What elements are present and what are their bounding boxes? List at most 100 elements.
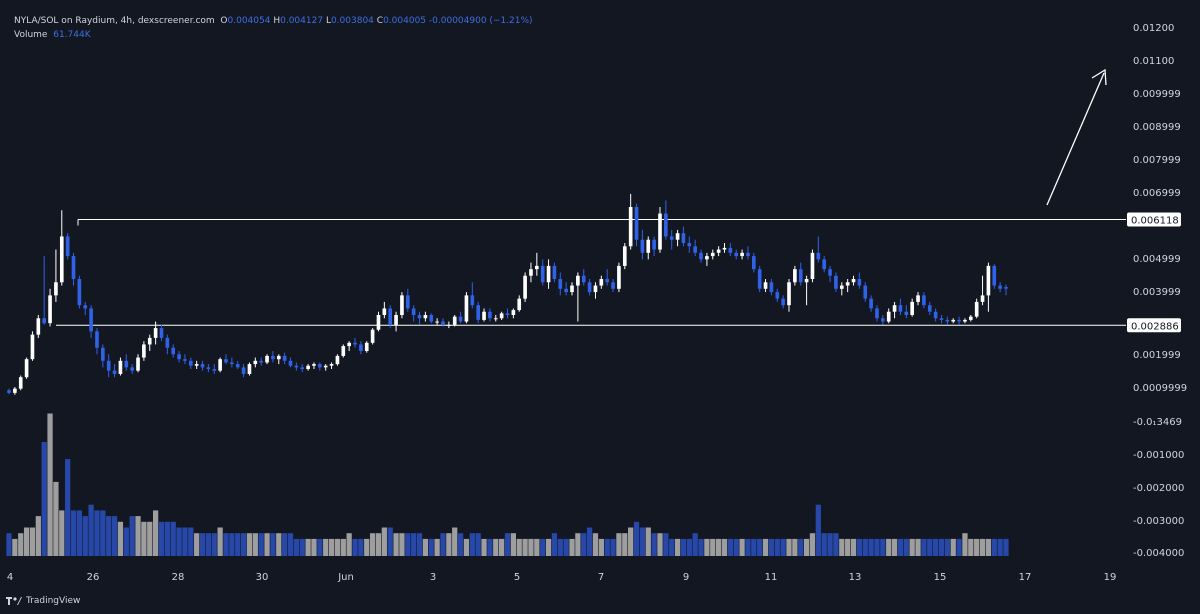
volume-bar [47, 413, 53, 556]
volume-bar [258, 533, 264, 556]
candle [200, 360, 205, 371]
candle [206, 364, 211, 373]
volume-bar [364, 538, 370, 556]
volume-bar [94, 510, 100, 556]
candle [898, 298, 903, 315]
candle [1004, 284, 1008, 296]
candle [452, 315, 457, 327]
volume-bar [944, 538, 950, 556]
volume-bar [774, 538, 780, 556]
volume-bar [12, 538, 18, 556]
volume-bar [639, 527, 646, 556]
x-tick-label: 7 [598, 572, 604, 583]
candle [740, 249, 744, 260]
candle [476, 301, 480, 324]
volume-bar [803, 538, 810, 556]
x-tick-label: 30 [256, 572, 269, 583]
candle [658, 207, 662, 253]
candle [382, 301, 387, 319]
candle [288, 357, 293, 368]
candle [746, 246, 750, 260]
volume-bar [311, 538, 317, 556]
volume-bar [698, 538, 704, 556]
volume-bar [622, 533, 628, 556]
volume-bar [915, 538, 921, 556]
volume-bar [833, 533, 839, 556]
candle [664, 200, 668, 240]
candle [922, 292, 926, 309]
candle [793, 265, 797, 286]
candle [394, 311, 398, 332]
volume-bar [792, 538, 798, 556]
y-tick-label: 0.008999 [1133, 122, 1181, 133]
volume-bar [657, 533, 663, 556]
candle [863, 282, 868, 302]
volume-bar [815, 504, 821, 556]
candle [839, 282, 844, 296]
volume-bar [563, 538, 569, 556]
volume-bar [305, 538, 311, 556]
volume-bar [264, 533, 270, 556]
candle [828, 265, 832, 283]
volume-bar [903, 538, 909, 556]
x-tick-label: 11 [765, 572, 778, 583]
candle [939, 315, 944, 324]
candle [411, 305, 416, 322]
x-tick-label: Jun [337, 572, 354, 583]
volume-bar [164, 521, 170, 556]
x-axis: 4 26 28 30 Jun 3 5 7 9 11 13 15 17 19 [7, 572, 1117, 583]
candle [83, 301, 88, 315]
y-tick-label: 0.009999 [1133, 89, 1181, 100]
candle [488, 308, 492, 322]
candle [241, 364, 246, 378]
volume-bar [751, 538, 757, 556]
volume-bar [475, 533, 481, 556]
candle [101, 344, 105, 368]
candle [112, 364, 117, 378]
volume-bar [434, 538, 440, 556]
volume-bar [422, 538, 429, 556]
volume-bar [41, 442, 47, 556]
arrow-head-icon [1091, 68, 1107, 86]
candle [42, 256, 47, 325]
volume-bar [59, 510, 65, 556]
candle [48, 288, 52, 327]
volume-bar [29, 527, 36, 556]
candle [482, 308, 486, 322]
candle [540, 259, 545, 286]
legend-volume-row: Volume 61.744K [14, 28, 533, 42]
volume-bar [246, 533, 253, 556]
volume-bar [35, 516, 41, 556]
volume-bar [856, 538, 863, 556]
volume-bar [123, 527, 129, 556]
candle [493, 315, 498, 322]
candle [388, 305, 393, 329]
volume-bar [821, 533, 827, 556]
candle [417, 311, 422, 325]
candle [218, 357, 222, 373]
volume-bar [88, 504, 94, 556]
volume-bar [534, 538, 540, 556]
volume-bar [715, 538, 722, 556]
volume-bar [686, 538, 692, 556]
candle [306, 364, 310, 371]
candle [581, 269, 586, 286]
candle [810, 249, 815, 283]
candle [341, 344, 346, 358]
candle [505, 308, 510, 319]
x-tick-label: 26 [87, 572, 100, 583]
volume-bar [287, 533, 294, 556]
volume-bar [974, 538, 980, 556]
volume-bar [405, 533, 411, 556]
level-line: 0.006118 [78, 212, 1181, 227]
candle [106, 354, 111, 378]
candle [312, 362, 316, 369]
candle [974, 298, 979, 319]
volume-bar [340, 538, 346, 556]
x-tick-label: 13 [849, 572, 862, 583]
candles [7, 193, 1008, 395]
candle [259, 357, 264, 366]
trend-arrow [1046, 68, 1107, 206]
candle [587, 279, 592, 296]
